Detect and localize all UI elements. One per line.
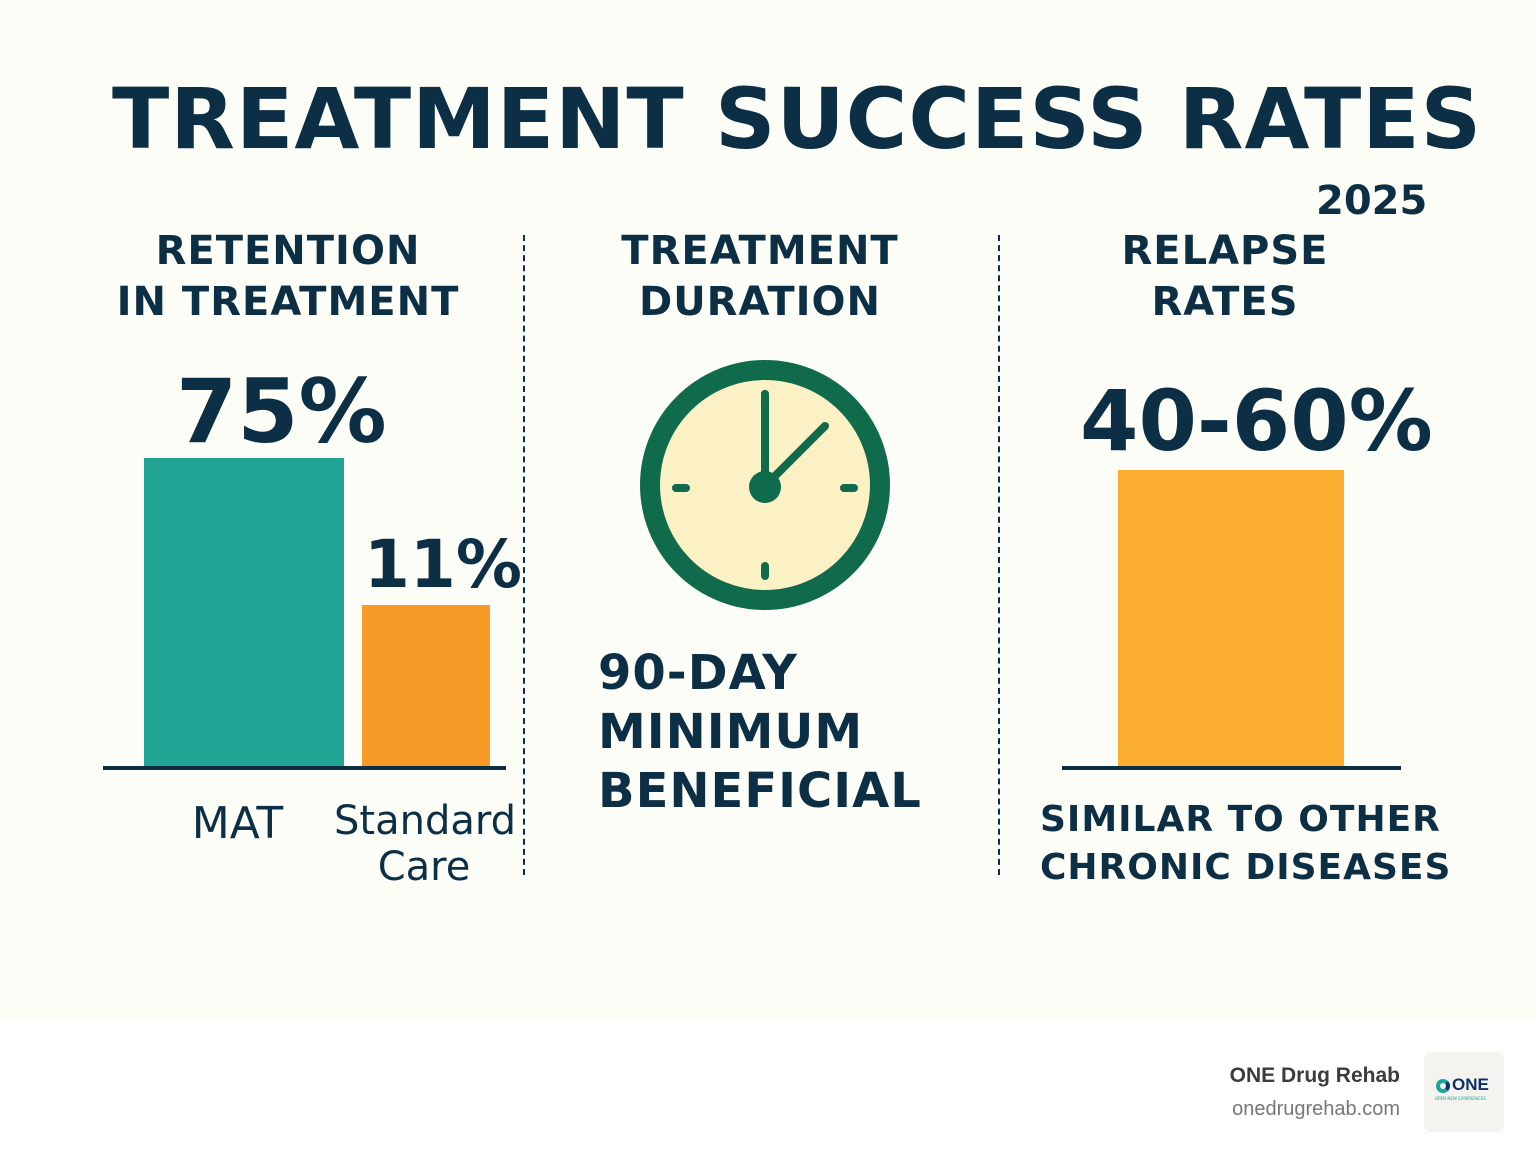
standard-care-label: Standard Care bbox=[334, 798, 516, 890]
divider-left bbox=[523, 235, 525, 875]
duration-text-line1: 90-DAY bbox=[598, 645, 798, 701]
relapse-caption-line2: CHRONIC DISEASES bbox=[1040, 847, 1452, 888]
standard-value-label: 11% bbox=[364, 526, 522, 603]
relapse-bar bbox=[1118, 470, 1344, 768]
retention-heading: RETENTION IN TREATMENT bbox=[110, 226, 466, 328]
standard-care-bar bbox=[362, 605, 490, 768]
standard-label-line1: Standard bbox=[334, 798, 516, 844]
duration-heading-line2: DURATION bbox=[639, 279, 881, 325]
duration-text-line2: MINIMUM bbox=[598, 704, 864, 760]
relapse-heading: RELAPSE RATES bbox=[1060, 226, 1390, 328]
duration-heading: TREATMENT DURATION bbox=[580, 226, 940, 328]
relapse-value-label: 40-60% bbox=[1080, 372, 1433, 470]
relapse-baseline bbox=[1062, 766, 1401, 770]
mat-label: MAT bbox=[191, 798, 284, 849]
year-label: 2025 bbox=[1316, 178, 1428, 224]
retention-baseline bbox=[103, 766, 506, 770]
mat-bar bbox=[144, 458, 344, 768]
page-title: TREATMENT SUCCESS RATES bbox=[112, 70, 1483, 168]
divider-right bbox=[998, 235, 1000, 875]
relapse-caption: SIMILAR TO OTHER CHRONIC DISEASES bbox=[1040, 796, 1452, 892]
footer-logo: ONE OPEN NEW EXPERIENCES bbox=[1424, 1052, 1504, 1132]
mat-value-label: 75% bbox=[176, 360, 387, 463]
standard-label-line2: Care bbox=[377, 844, 471, 890]
footer: ONE Drug Rehab onedrugrehab.com ONE OPEN… bbox=[0, 1022, 1536, 1154]
retention-heading-line1: RETENTION bbox=[155, 228, 421, 274]
logo-ring-icon bbox=[1436, 1079, 1450, 1093]
relapse-caption-line1: SIMILAR TO OTHER bbox=[1040, 799, 1441, 840]
clock-icon bbox=[640, 360, 890, 610]
relapse-heading-line2: RATES bbox=[1151, 279, 1299, 325]
logo-tagline: OPEN NEW EXPERIENCES bbox=[1435, 1096, 1486, 1101]
footer-brand: ONE Drug Rehab bbox=[1229, 1064, 1400, 1087]
footer-url[interactable]: onedrugrehab.com bbox=[1232, 1098, 1400, 1120]
retention-heading-line2: IN TREATMENT bbox=[116, 279, 460, 325]
relapse-heading-line1: RELAPSE bbox=[1121, 228, 1329, 274]
duration-text: 90-DAY MINIMUM BENEFICIAL bbox=[598, 644, 922, 821]
duration-heading-line1: TREATMENT bbox=[621, 228, 899, 274]
duration-text-line3: BENEFICIAL bbox=[598, 763, 922, 819]
logo-text: ONE bbox=[1452, 1075, 1489, 1094]
